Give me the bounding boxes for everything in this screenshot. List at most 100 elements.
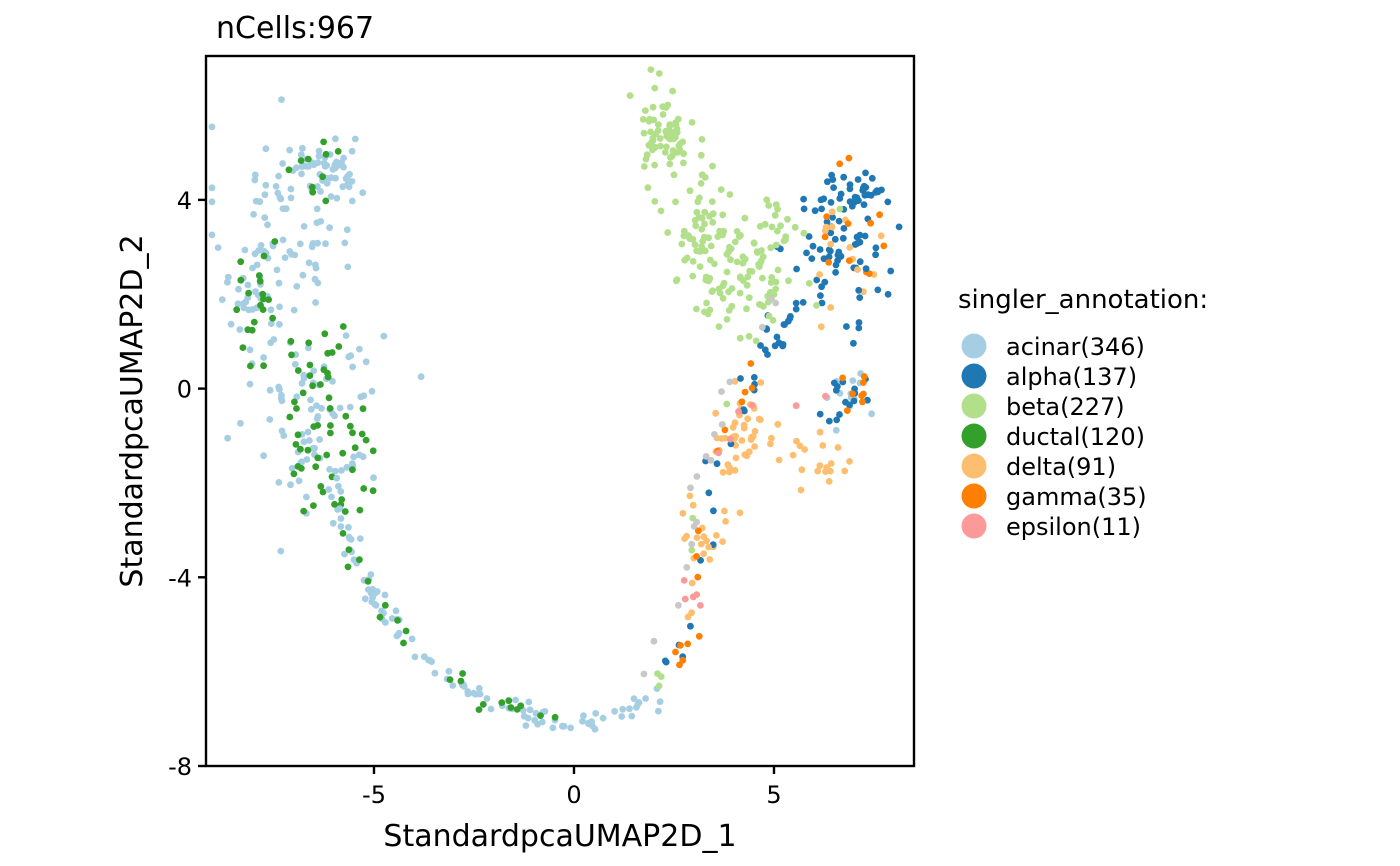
point-beta (670, 135, 678, 143)
point-beta (755, 263, 763, 270)
point-alpha (808, 255, 816, 262)
point-beta (765, 312, 773, 320)
point-acinar (849, 377, 857, 384)
point-delta (774, 420, 782, 428)
point-alpha (713, 460, 721, 468)
point-beta (706, 275, 714, 282)
point-ductal (328, 349, 336, 356)
point-alpha (843, 323, 850, 330)
point-ductal (381, 601, 389, 609)
point-delta (793, 437, 800, 445)
point-gamma (860, 379, 867, 386)
point-ductal (345, 546, 353, 553)
point-delta (827, 460, 835, 467)
point-beta (767, 244, 775, 252)
point-beta (741, 214, 749, 222)
point-beta (640, 163, 648, 170)
point-acinar (279, 160, 286, 167)
point-delta (817, 323, 825, 331)
legend-label: acinar(346) (1006, 333, 1145, 361)
point-acinar (417, 373, 425, 381)
point-acinar (253, 261, 261, 269)
point-unlabeled (687, 484, 694, 492)
point-acinar (262, 145, 270, 153)
point-gamma (844, 220, 852, 228)
point-delta (719, 538, 726, 545)
point-acinar (332, 135, 339, 143)
point-alpha (661, 657, 669, 665)
point-beta (674, 149, 682, 156)
point-acinar (301, 162, 308, 170)
point-unlabeled (707, 456, 715, 464)
point-beta (639, 116, 647, 123)
point-ductal (320, 138, 327, 146)
point-acinar (260, 452, 267, 460)
point-alpha (825, 417, 833, 425)
point-beta (691, 217, 699, 224)
point-alpha (846, 185, 854, 193)
point-acinar (538, 718, 546, 726)
point-acinar (345, 523, 352, 531)
point-acinar (348, 197, 356, 205)
point-ductal (364, 577, 372, 585)
point-ductal (308, 183, 316, 191)
point-ductal (322, 197, 330, 205)
point-acinar (526, 706, 534, 714)
point-alpha (850, 339, 857, 347)
point-acinar (520, 712, 528, 720)
point-unlabeled (702, 453, 710, 460)
point-beta (785, 277, 792, 285)
point-ductal (359, 405, 367, 413)
point-gamma (721, 426, 729, 434)
point-beta (697, 180, 705, 187)
point-beta (709, 218, 717, 226)
point-alpha (835, 217, 843, 225)
point-acinar (431, 669, 439, 677)
point-alpha (829, 176, 837, 184)
point-gamma (695, 632, 703, 640)
point-gamma (677, 642, 684, 649)
point-epsilon (680, 577, 688, 584)
point-ductal (257, 301, 264, 309)
point-acinar (343, 463, 351, 471)
point-acinar (642, 695, 649, 702)
point-beta (768, 223, 776, 231)
legend-label: ductal(120) (1006, 423, 1145, 451)
point-acinar (314, 183, 321, 190)
point-gamma (845, 154, 853, 162)
point-beta (689, 258, 697, 265)
point-acinar (323, 162, 331, 169)
point-beta (669, 87, 676, 95)
point-acinar (326, 224, 333, 232)
point-delta (740, 421, 748, 429)
point-gamma (694, 527, 702, 535)
point-epsilon (726, 435, 734, 443)
point-acinar (475, 684, 483, 692)
point-acinar (365, 586, 372, 593)
point-ductal (259, 290, 267, 298)
point-beta (746, 267, 754, 275)
point-acinar (281, 254, 289, 261)
point-acinar (310, 367, 318, 375)
point-acinar (291, 360, 299, 368)
point-beta (745, 332, 753, 340)
point-acinar (307, 396, 314, 404)
point-ductal (498, 699, 506, 706)
point-alpha (792, 305, 800, 313)
point-acinar (314, 239, 321, 247)
point-alpha (824, 178, 831, 186)
point-acinar (227, 320, 235, 328)
point-beta (647, 128, 654, 136)
point-alpha (821, 278, 829, 286)
point-delta (825, 478, 833, 485)
point-delta (705, 543, 712, 551)
point-ductal (285, 166, 293, 174)
point-beta (701, 247, 709, 255)
point-acinar (307, 406, 315, 413)
point-acinar (308, 243, 316, 251)
point-beta (654, 127, 662, 134)
point-delta (729, 423, 737, 431)
point-acinar (360, 392, 368, 400)
point-acinar (408, 635, 416, 643)
point-acinar (282, 205, 290, 213)
